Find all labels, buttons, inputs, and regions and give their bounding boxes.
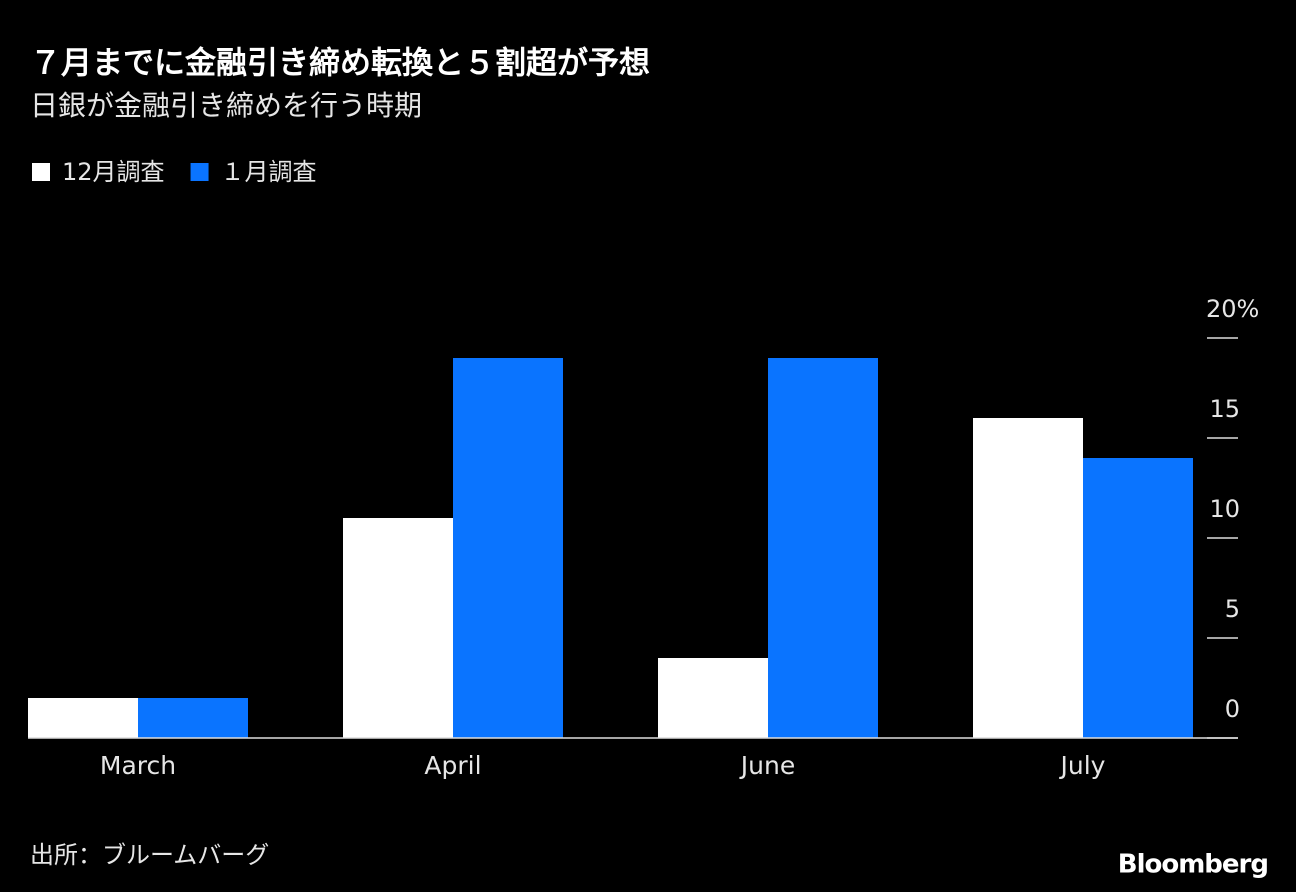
logo: Bloomberg xyxy=(1118,850,1268,880)
y-tick-label: 5 xyxy=(1225,595,1240,623)
bar xyxy=(343,518,453,738)
legend-label: １月調査 xyxy=(221,158,317,186)
chart-title: ７月までに金融引き締め転換と５割超が予想 xyxy=(30,46,650,82)
y-tick-label: 10 xyxy=(1209,495,1240,523)
source: 出所：ブルームバーグ xyxy=(30,841,269,869)
bar xyxy=(1083,458,1193,738)
bar xyxy=(453,358,563,738)
bar xyxy=(973,418,1083,738)
legend-label: 12月調査 xyxy=(62,158,165,186)
y-tick-label: 20% xyxy=(1206,295,1259,323)
y-tick-label: 15 xyxy=(1209,395,1240,423)
legend-swatch xyxy=(32,163,50,181)
x-tick-label: July xyxy=(1059,751,1106,780)
legend-swatch xyxy=(190,163,209,181)
x-tick-label: April xyxy=(424,751,481,780)
bar xyxy=(28,698,138,738)
chart-subtitle: 日銀が金融引き締めを行う時期 xyxy=(30,89,422,122)
bar xyxy=(138,698,248,738)
bar xyxy=(658,658,768,738)
x-tick-label: June xyxy=(739,751,795,780)
y-tick-label: 0 xyxy=(1225,695,1240,723)
x-tick-label: March xyxy=(100,751,176,780)
bar xyxy=(768,358,878,738)
